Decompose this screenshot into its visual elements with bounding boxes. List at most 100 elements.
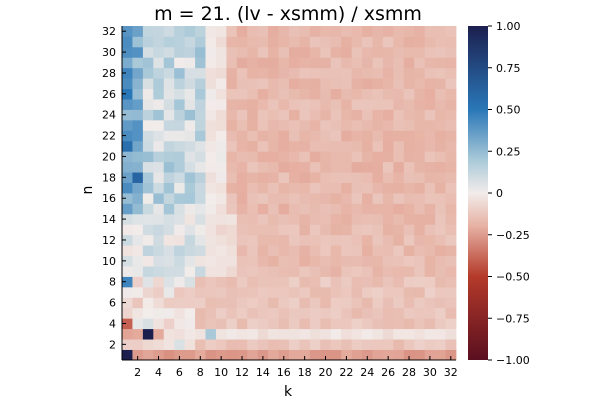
heatmap-cell [132,109,144,121]
heatmap-cell [320,182,332,194]
heatmap-cell [403,224,415,236]
heatmap-cell [257,99,269,110]
heatmap-cell [236,297,248,309]
heatmap-cell [236,57,248,69]
heatmap-cell [236,130,248,142]
heatmap-cell [278,109,290,121]
heatmap-cell [132,46,144,58]
heatmap-cell [268,161,279,173]
heatmap-cell [163,182,175,194]
heatmap-cell [226,349,238,361]
heatmap-cell [382,67,394,79]
x-axis-label: k [284,384,293,400]
heatmap-cell [330,307,342,319]
heatmap-cell [268,339,279,350]
heatmap-cell [195,193,206,204]
heatmap-cell [393,266,405,277]
heatmap-cell [424,276,436,288]
heatmap-cell [257,161,269,173]
heatmap-cell [435,172,446,183]
heatmap-cell [445,26,457,37]
heatmap-cell [122,318,133,330]
heatmap-cell [309,266,321,277]
heatmap-cell [382,182,394,194]
heatmap-cell [153,286,165,298]
heatmap-cell [257,266,269,277]
heatmap-cell [414,36,426,48]
heatmap-cell [424,193,436,204]
heatmap-cell [414,276,426,288]
heatmap-cell [122,297,133,309]
heatmap-cell [215,182,227,194]
heatmap-cell [330,99,342,110]
heatmap-cell [236,119,248,131]
heatmap-cell [372,57,384,69]
heatmap-cell [278,99,290,110]
heatmap-cell [226,224,238,236]
heatmap-cell [403,213,415,225]
heatmap-cell [341,26,353,37]
heatmap-cell [341,297,353,309]
heatmap-cell [236,109,248,121]
heatmap-cell [257,57,269,69]
heatmap-cell [122,255,133,267]
y-tick-label: 26 [102,88,116,101]
heatmap-cell [351,88,363,100]
heatmap-cell [330,286,342,298]
heatmap-cell [299,286,311,298]
heatmap-cell [205,266,217,277]
heatmap-cell [205,67,217,79]
heatmap-cell [226,36,238,48]
heatmap-cell [215,224,227,236]
heatmap-cell [153,266,165,277]
heatmap-cell [309,318,321,330]
heatmap-cell [142,46,154,58]
heatmap-cell [226,286,238,298]
heatmap-cell [132,213,144,225]
heatmap-cell [289,67,300,79]
heatmap-cell [163,151,175,163]
heatmap-cell [236,193,248,204]
heatmap-cell [445,99,457,110]
heatmap-cell [320,339,332,350]
heatmap-cell [226,88,238,100]
heatmap-cell [393,318,405,330]
heatmap-cell [278,318,290,330]
heatmap-cell [236,266,248,277]
heatmap-cell [414,203,426,215]
heatmap-cell [351,182,363,194]
heatmap-cell [320,213,332,225]
heatmap-cell [372,318,384,330]
heatmap-cell [372,46,384,58]
heatmap-cell [424,213,436,225]
heatmap-cell [382,140,394,152]
heatmap-cell [372,130,384,142]
heatmap-cell [299,234,311,246]
heatmap-cell [205,88,217,100]
heatmap-cell [153,203,165,215]
heatmap-cell [132,140,144,152]
heatmap-cell [299,99,311,110]
heatmap-cell [341,140,353,152]
heatmap-cell [362,286,373,298]
heatmap-cell [142,297,154,309]
heatmap-cell [309,213,321,225]
heatmap-cell [362,130,373,142]
heatmap-cell [184,130,196,142]
heatmap-cell [236,276,248,288]
heatmap-cell [236,255,248,267]
heatmap-cell [257,26,269,37]
heatmap-cell [257,67,269,79]
heatmap-cell [257,276,269,288]
heatmap-cell [247,151,259,163]
heatmap-cell [205,161,217,173]
heatmap-cell [226,266,238,277]
heatmap-cell [299,213,311,225]
heatmap-cell [362,297,373,309]
heatmap-cell [393,245,405,257]
heatmap-cell [226,234,238,246]
heatmap-cell [195,266,206,277]
heatmap-cell [382,349,394,361]
heatmap-cell [320,172,332,183]
heatmap-cell [330,349,342,361]
